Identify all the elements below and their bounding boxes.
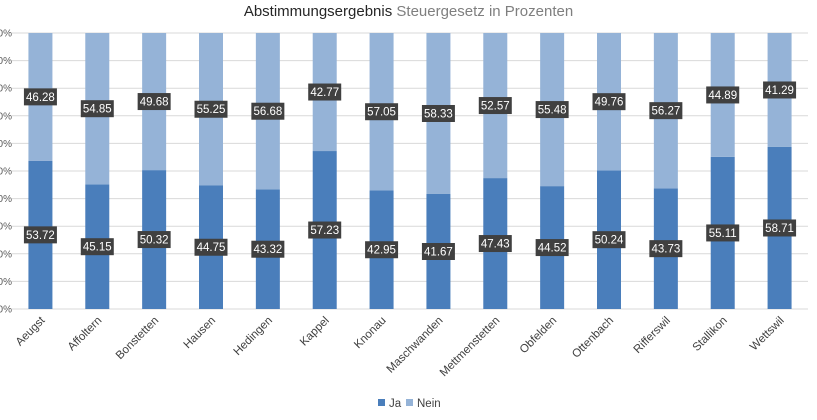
legend-swatch-nein	[406, 399, 413, 406]
y-tick-label: 0%	[0, 305, 12, 316]
data-label-ja-bg	[137, 231, 171, 249]
data-label-ja: 41.67	[424, 246, 453, 258]
data-label-ja: 44.52	[538, 243, 567, 255]
data-label-nein: 56.68	[253, 106, 282, 118]
data-label-nein-bg	[251, 102, 285, 120]
y-tick-label: 30%	[0, 222, 12, 233]
data-label-ja: 43.32	[253, 244, 282, 256]
data-label-ja-bg	[421, 242, 455, 260]
data-label-nein-bg	[23, 88, 57, 106]
legend-swatch-ja	[378, 399, 385, 406]
data-label-nein: 42.77	[310, 87, 339, 99]
x-tick-label: Hausen	[182, 315, 219, 352]
data-label-nein-bg	[365, 103, 399, 121]
data-label-ja: 50.24	[595, 235, 624, 247]
data-label-nein: 57.05	[367, 107, 396, 119]
data-label-ja-bg	[251, 240, 285, 258]
data-label-ja: 44.75	[197, 242, 226, 254]
data-label-nein-bg	[421, 104, 455, 122]
y-tick-label: 50%	[0, 167, 12, 178]
data-label-ja-bg	[365, 241, 399, 259]
data-label-ja: 55.11	[709, 228, 737, 240]
x-tick-label: Ottenbach	[570, 315, 616, 361]
y-tick-label: 10%	[0, 277, 12, 288]
data-label-ja-bg	[706, 224, 740, 242]
data-label-ja-bg	[592, 231, 626, 249]
data-label-ja: 43.73	[651, 244, 680, 256]
data-label-ja-bg	[763, 219, 797, 237]
y-tick-label: 20%	[0, 249, 12, 260]
data-label-nein-bg	[478, 97, 512, 115]
data-label-ja: 58.71	[765, 223, 794, 235]
data-label-nein: 54.85	[83, 104, 112, 116]
data-label-ja: 45.15	[83, 242, 112, 254]
y-tick-label: 60%	[0, 139, 12, 150]
data-label-ja-bg	[80, 238, 114, 256]
data-label-ja: 42.95	[367, 245, 396, 257]
legend-label-nein: Nein	[417, 398, 441, 410]
x-tick-label: Mettmenstetten	[438, 315, 503, 380]
data-label-nein-bg	[649, 102, 683, 120]
data-label-ja-bg	[308, 221, 342, 239]
data-label-nein-bg	[308, 83, 342, 101]
x-tick-label: Bonstetten	[114, 315, 161, 362]
data-label-ja-bg	[649, 240, 683, 258]
data-label-nein: 41.29	[765, 85, 794, 97]
x-tick-label: Rifferswil	[632, 315, 673, 356]
chart-title: Abstimmungsergebnis Steuergesetz in Proz…	[0, 2, 817, 22]
x-tick-label: Affoltern	[66, 315, 105, 354]
data-label-ja: 57.23	[310, 225, 339, 237]
y-tick-label: 100%	[0, 29, 12, 40]
y-tick-label: 40%	[0, 194, 12, 205]
data-label-ja-bg	[23, 226, 57, 244]
x-tick-label: Obfelden	[518, 315, 559, 356]
data-label-nein-bg	[706, 86, 740, 104]
data-label-nein: 44.89	[708, 90, 737, 102]
data-label-nein-bg	[137, 93, 171, 111]
data-label-nein: 49.68	[140, 97, 169, 109]
data-label-ja: 53.72	[26, 230, 55, 242]
data-label-nein-bg	[763, 81, 797, 99]
data-label-nein: 55.48	[538, 105, 567, 117]
data-label-nein-bg	[194, 100, 228, 118]
data-label-nein: 56.27	[651, 106, 680, 118]
chart-subtitle: Steuergesetz in Prozenten	[396, 3, 574, 20]
data-label-ja-bg	[535, 239, 569, 257]
x-tick-label: Stallikon	[691, 315, 730, 354]
data-label-ja-bg	[194, 238, 228, 256]
data-label-ja: 50.32	[140, 235, 169, 247]
x-tick-label: Hedingen	[232, 315, 275, 358]
legend-label-ja: Ja	[389, 398, 402, 410]
data-label-ja: 47.43	[481, 239, 510, 251]
data-label-nein-bg	[535, 101, 569, 119]
x-tick-label: Kappel	[298, 315, 332, 349]
data-label-nein: 52.57	[481, 101, 510, 113]
data-label-nein-bg	[592, 93, 626, 111]
data-label-nein-bg	[80, 100, 114, 118]
chart-title-main: Abstimmungsergebnis	[243, 3, 393, 20]
x-tick-label: Wettswil	[748, 315, 787, 354]
y-tick-label: 90%	[0, 56, 12, 67]
data-label-nein: 49.76	[595, 97, 624, 109]
data-label-nein: 58.33	[424, 108, 453, 120]
y-tick-label: 70%	[0, 111, 12, 122]
x-tick-label: Aeugst	[14, 314, 48, 348]
data-label-nein: 46.28	[26, 92, 55, 104]
x-tick-label: Knonau	[352, 315, 389, 352]
data-label-nein: 55.25	[197, 104, 226, 116]
data-label-ja-bg	[478, 235, 512, 253]
x-tick-label: Maschwanden	[385, 315, 446, 376]
y-tick-label: 80%	[0, 84, 12, 95]
